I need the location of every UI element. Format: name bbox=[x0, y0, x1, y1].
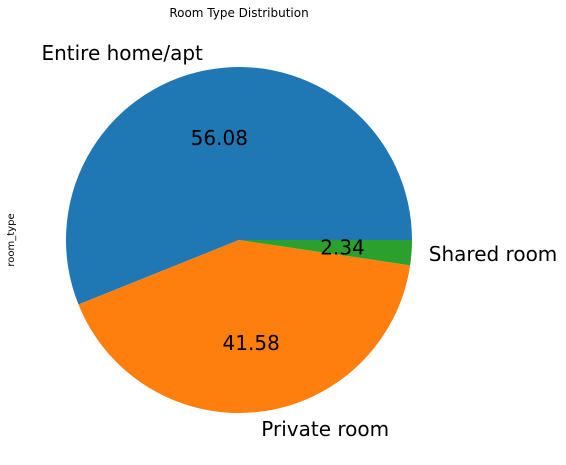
pie-slice-shared-room bbox=[239, 240, 412, 266]
pie-value-private-room: 41.58 bbox=[223, 331, 280, 355]
pie-label-private-room: Private room bbox=[261, 417, 389, 441]
pie-value-entire-home-apt: 56.08 bbox=[191, 126, 248, 150]
pie-slices bbox=[66, 66, 412, 413]
pie-value-shared-room: 2.34 bbox=[320, 236, 365, 260]
pie-label-entire-home-apt: Entire home/apt bbox=[41, 41, 203, 65]
pie-slice-entire-home-apt bbox=[66, 66, 412, 305]
pie-labels: Entire home/apt 56.08 Private room 41.58 Sha… bbox=[41, 41, 557, 441]
pie-label-shared-room: Shared room bbox=[429, 242, 558, 266]
y-axis-label: room_type bbox=[6, 213, 17, 266]
pie-slice-private-room bbox=[78, 240, 411, 413]
chart-title: Room Type Distribution bbox=[169, 6, 308, 20]
